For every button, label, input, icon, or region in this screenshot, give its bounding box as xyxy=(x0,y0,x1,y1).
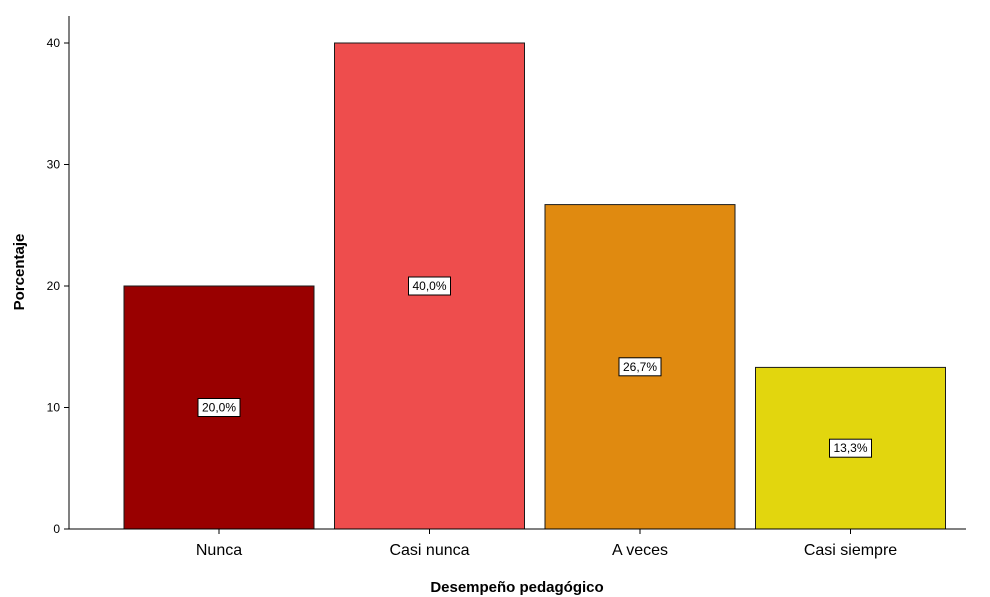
x-category-label: Casi siempre xyxy=(804,542,897,559)
y-tick-label: 40 xyxy=(47,36,61,50)
data-labels: 20,0% 40,0% 26,7% 13,3% xyxy=(197,276,872,458)
y-tick-label: 30 xyxy=(47,158,61,172)
y-tick-label: 20 xyxy=(47,279,61,293)
data-label: 40,0% xyxy=(412,279,446,293)
data-label-box xyxy=(197,398,241,417)
x-axis-title: Desempeño pedagógico xyxy=(430,579,603,596)
x-category-label: Casi nunca xyxy=(389,542,469,559)
data-label: 20,0% xyxy=(202,401,236,415)
x-category-labels: Nunca Casi nunca A veces Casi siempre xyxy=(196,529,897,559)
y-tick-label: 0 xyxy=(53,522,60,536)
data-label-box xyxy=(618,357,662,377)
y-tick-label: 10 xyxy=(47,401,61,415)
data-label-box xyxy=(408,276,451,296)
bars-group xyxy=(123,42,946,530)
data-label-box xyxy=(829,438,872,458)
y-tick-labels: 0 10 20 30 40 xyxy=(47,36,69,536)
x-category-label: Nunca xyxy=(196,542,242,559)
x-category-label: A veces xyxy=(612,542,668,559)
data-label: 13,3% xyxy=(833,441,867,455)
y-axis-title: Porcentaje xyxy=(11,234,28,311)
data-label: 26,7% xyxy=(623,360,657,374)
